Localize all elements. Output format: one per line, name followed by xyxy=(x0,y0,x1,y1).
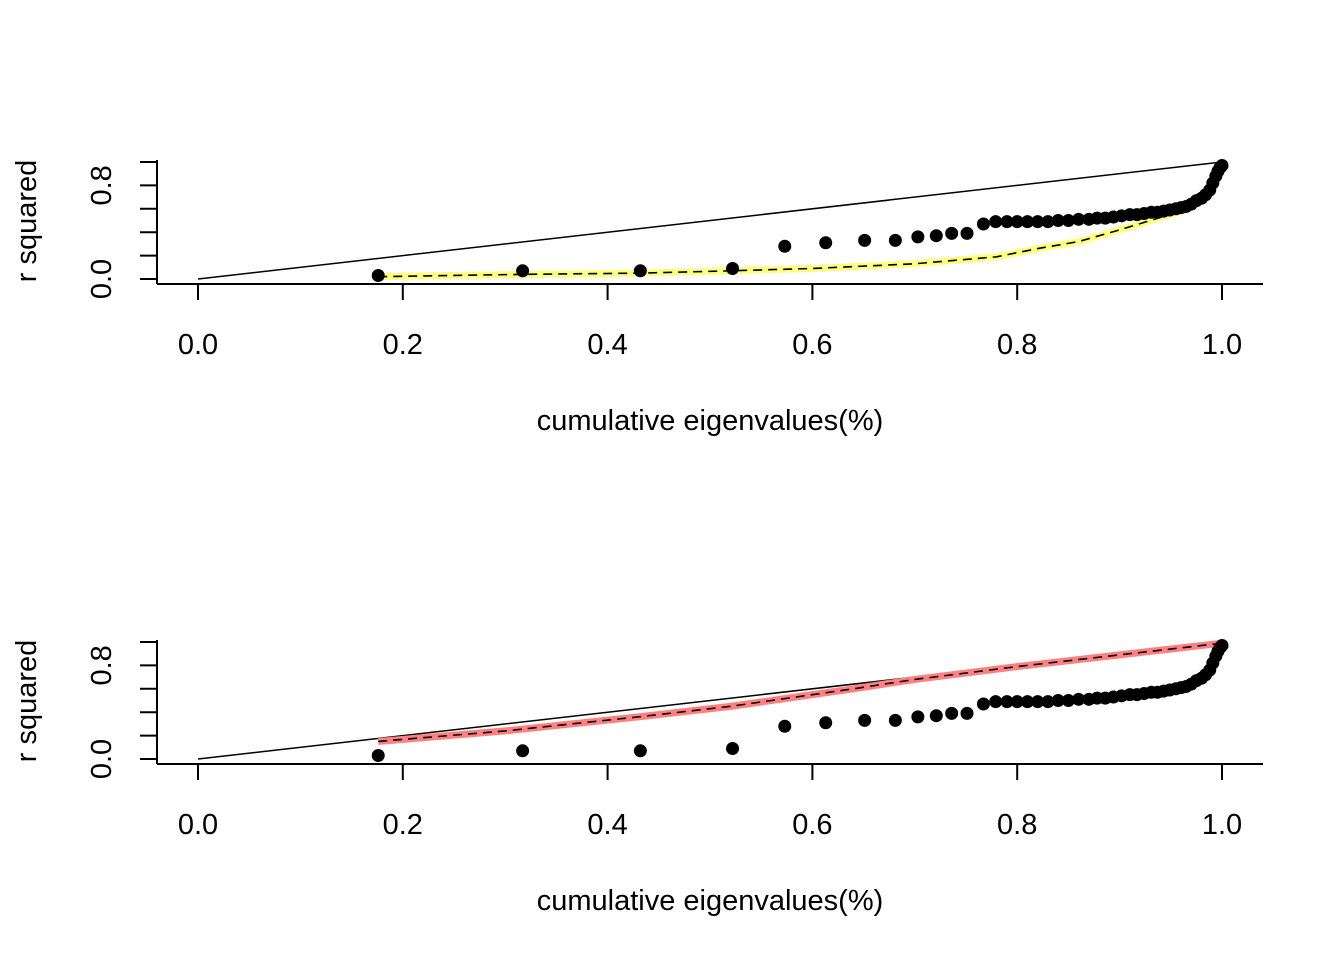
x-tick-label: 1.0 xyxy=(1202,329,1242,361)
data-point xyxy=(1010,215,1024,229)
data-point xyxy=(1010,695,1024,709)
data-point xyxy=(633,264,647,278)
data-point xyxy=(911,230,925,244)
data-point xyxy=(945,706,959,720)
data-point xyxy=(726,741,740,755)
data-point xyxy=(1020,215,1034,229)
dashed-expected-line xyxy=(378,165,1223,278)
data-point xyxy=(1215,639,1229,653)
data-point xyxy=(929,229,943,243)
data-point xyxy=(371,268,385,282)
data-point xyxy=(1041,695,1055,709)
x-axis-title: cumulative eigenvalues(%) xyxy=(537,405,884,437)
data-point xyxy=(960,706,974,720)
data-point xyxy=(1051,694,1065,707)
x-tick-label: 0.8 xyxy=(997,809,1037,841)
data-point xyxy=(633,744,647,758)
data-point xyxy=(888,713,902,727)
data-point xyxy=(858,233,872,247)
data-point xyxy=(778,719,792,733)
y-axis-title: r squared xyxy=(11,640,43,763)
data-point xyxy=(1072,692,1086,706)
data-point xyxy=(1000,695,1014,709)
dashed-expected-line xyxy=(378,642,1223,743)
top-panel: r squared cumulative eigenvalues(%) 0.0 0… xyxy=(11,159,1263,437)
x-tick-label: 0.6 xyxy=(792,809,832,841)
data-point xyxy=(960,226,974,240)
diagonal-reference-line xyxy=(197,161,1223,280)
x-tick-label: 0.4 xyxy=(587,329,627,361)
x-tick-label: 0.2 xyxy=(383,809,423,841)
x-axis-title: cumulative eigenvalues(%) xyxy=(537,885,884,917)
data-point xyxy=(726,261,740,275)
data-point xyxy=(976,217,990,231)
data-point xyxy=(888,233,902,247)
data-point xyxy=(1041,215,1055,229)
y-tick-label: 0.0 xyxy=(86,259,118,299)
x-tick-label: 1.0 xyxy=(1202,809,1242,841)
data-point xyxy=(1051,214,1065,227)
bottom-panel: r squared cumulative eigenvalues(%) 0.0 0… xyxy=(11,639,1263,917)
x-tick-label: 0.2 xyxy=(383,329,423,361)
x-tick-label: 0.6 xyxy=(792,329,832,361)
y-tick-label: 0.8 xyxy=(86,645,118,685)
data-point xyxy=(516,744,530,758)
data-point xyxy=(911,710,925,724)
y-tick-label: 0.0 xyxy=(86,739,118,779)
data-point xyxy=(778,239,792,253)
data-point xyxy=(1031,695,1045,709)
data-point xyxy=(989,695,1003,709)
x-tick-label: 0.8 xyxy=(997,329,1037,361)
data-point xyxy=(819,236,833,250)
y-tick-label: 0.8 xyxy=(86,165,118,205)
data-point xyxy=(989,215,1003,229)
data-point xyxy=(1000,215,1014,229)
data-point xyxy=(1061,694,1075,707)
x-tick-label: 0.4 xyxy=(587,809,627,841)
data-point xyxy=(516,264,530,278)
data-point xyxy=(1215,159,1229,173)
data-point xyxy=(819,716,833,730)
data-point xyxy=(1061,214,1075,227)
data-point xyxy=(1020,695,1034,709)
data-point xyxy=(1072,212,1086,226)
data-point xyxy=(858,713,872,727)
x-tick-label: 0.0 xyxy=(178,809,218,841)
data-point xyxy=(371,748,385,762)
x-tick-label: 0.0 xyxy=(178,329,218,361)
data-point xyxy=(929,709,943,723)
data-point xyxy=(976,697,990,711)
y-axis-title: r squared xyxy=(11,160,43,283)
data-point xyxy=(1031,215,1045,229)
data-point xyxy=(945,226,959,240)
